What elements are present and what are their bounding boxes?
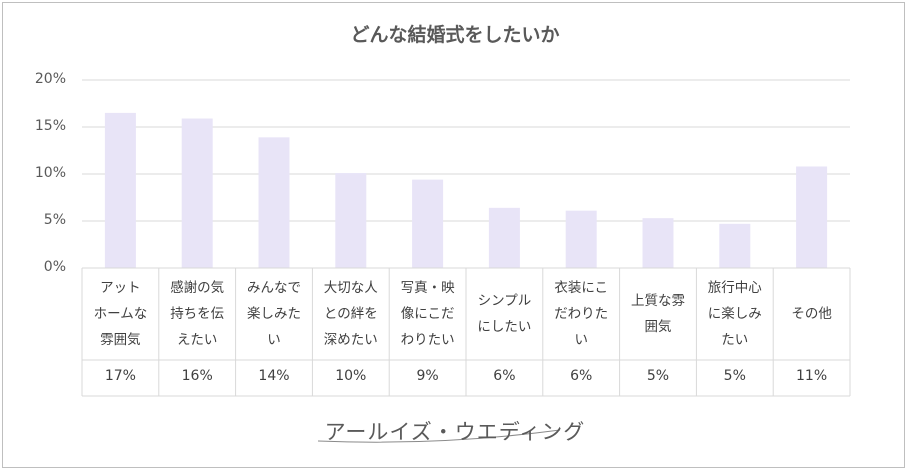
category-label-line: 像にこだ: [400, 306, 455, 322]
category-label-line: だわりた: [554, 306, 609, 322]
data-table-value: 6%: [570, 368, 593, 384]
x-category-label: その他: [773, 301, 850, 327]
category-label-line: 深めたい: [323, 332, 378, 348]
y-tick-label: 5%: [43, 212, 66, 228]
data-table-value: 14%: [258, 368, 290, 384]
y-tick-label: 15%: [34, 118, 66, 134]
y-tick-label: 10%: [34, 165, 66, 181]
category-label-line: い: [267, 332, 281, 348]
category-label-line: 雰囲気: [100, 332, 141, 348]
bar: [335, 173, 367, 268]
category-label-line: シンプル: [477, 293, 532, 309]
x-category-label: 衣装にこ だわりたい: [543, 275, 620, 353]
bar: [412, 179, 444, 268]
x-category-label: シンプル にしたい: [466, 288, 543, 340]
data-table-value: 17%: [104, 368, 136, 384]
y-tick-label: 0%: [43, 259, 66, 275]
x-category-label: 旅行中心に楽しみたい: [696, 275, 773, 353]
y-tick-label: 20%: [34, 71, 66, 87]
category-label-line: 大切な人: [323, 280, 378, 296]
x-category-label: 感謝の気持ちを伝えたい: [159, 275, 236, 353]
data-table-value: 5%: [646, 368, 670, 384]
category-label-line: たい: [721, 332, 749, 348]
x-category-label: みんなで 楽しみたい: [236, 275, 313, 353]
category-label-line: 持ちを伝: [170, 306, 225, 322]
category-label-line: 囲気: [644, 319, 672, 335]
category-label-line: に楽しみ: [707, 306, 762, 322]
data-table-value: 5%: [723, 368, 746, 384]
bar: [565, 210, 597, 268]
bar: [642, 218, 674, 268]
bar: [181, 118, 213, 268]
x-category-label: アットホームな雰囲気: [82, 275, 159, 353]
category-label-line: その他: [791, 306, 832, 322]
x-category-label: 大切な人との絆を深めたい: [312, 275, 389, 353]
category-label-line: 感謝の気: [170, 280, 225, 296]
bar: [719, 223, 751, 268]
category-label-line: ホームな: [93, 306, 148, 322]
category-label-line: アット: [100, 280, 141, 296]
data-table-value: 11%: [796, 368, 828, 384]
category-label-line: い: [574, 332, 588, 348]
brand-logo-text: アールイズ・ウエディング: [324, 420, 586, 444]
data-table-value: 9%: [416, 368, 439, 384]
category-label-line: 楽しみた: [246, 306, 301, 322]
category-label-line: わりたい: [400, 332, 455, 348]
bar: [488, 207, 520, 268]
category-label-line: 上質な雰: [630, 293, 685, 309]
category-label-line: にしたい: [477, 319, 532, 335]
category-label-line: 写真・映: [400, 280, 455, 296]
bar: [796, 166, 828, 268]
category-label-line: 衣装にこ: [554, 280, 609, 296]
x-category-label: 写真・映像にこだわりたい: [389, 275, 466, 353]
brand-flourish: [317, 429, 561, 443]
chart-title: どんな結婚式をしたいか: [350, 24, 560, 46]
category-label-line: 旅行中心: [707, 280, 762, 296]
data-table-value: 6%: [493, 368, 516, 384]
bar: [258, 137, 290, 268]
x-category-label: 上質な雰 囲気: [620, 288, 697, 340]
category-label-line: みんなで: [246, 280, 301, 296]
data-table-value: 16%: [181, 368, 213, 384]
category-label-line: えたい: [176, 332, 218, 348]
bar: [104, 112, 136, 269]
data-table-value: 10%: [335, 368, 367, 384]
category-label-line: との絆を: [323, 306, 378, 322]
